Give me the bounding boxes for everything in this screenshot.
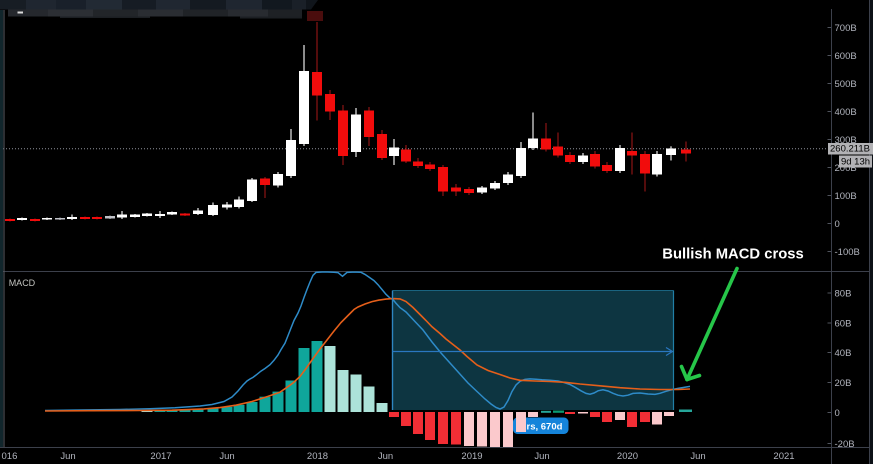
svg-text:rs, 670d: rs, 670d xyxy=(527,422,563,433)
svg-text:100B: 100B xyxy=(835,191,857,202)
svg-text:Jun: Jun xyxy=(219,451,234,462)
svg-text:80B: 80B xyxy=(835,289,852,300)
svg-text:20B: 20B xyxy=(835,378,852,389)
svg-text:-20B: -20B xyxy=(835,439,855,450)
svg-text:Bullish MACD cross: Bullish MACD cross xyxy=(662,247,803,263)
svg-text:MACD: MACD xyxy=(9,278,36,288)
svg-text:2021: 2021 xyxy=(773,451,794,462)
svg-text:2019: 2019 xyxy=(461,451,482,462)
svg-text:600B: 600B xyxy=(835,51,857,62)
svg-text:Jun: Jun xyxy=(60,451,75,462)
svg-text:Jun: Jun xyxy=(534,451,549,462)
svg-text:0: 0 xyxy=(835,408,840,419)
svg-text:300B: 300B xyxy=(835,135,857,146)
svg-text:200B: 200B xyxy=(835,163,857,174)
svg-text:500B: 500B xyxy=(835,79,857,90)
svg-text:0: 0 xyxy=(835,219,840,230)
svg-text:2017: 2017 xyxy=(150,451,171,462)
svg-text:Jun: Jun xyxy=(378,451,393,462)
svg-text:2020: 2020 xyxy=(617,451,638,462)
svg-text:260.211B: 260.211B xyxy=(830,144,870,155)
svg-text:60B: 60B xyxy=(835,319,852,330)
svg-text:9d 13h: 9d 13h xyxy=(841,157,870,168)
svg-text:40B: 40B xyxy=(835,348,852,359)
svg-text:016: 016 xyxy=(2,451,18,462)
svg-text:Jun: Jun xyxy=(690,451,705,462)
svg-text:400B: 400B xyxy=(835,107,857,118)
svg-text:2018: 2018 xyxy=(307,451,328,462)
svg-text:-100B: -100B xyxy=(835,247,860,258)
svg-text:700B: 700B xyxy=(835,23,857,34)
